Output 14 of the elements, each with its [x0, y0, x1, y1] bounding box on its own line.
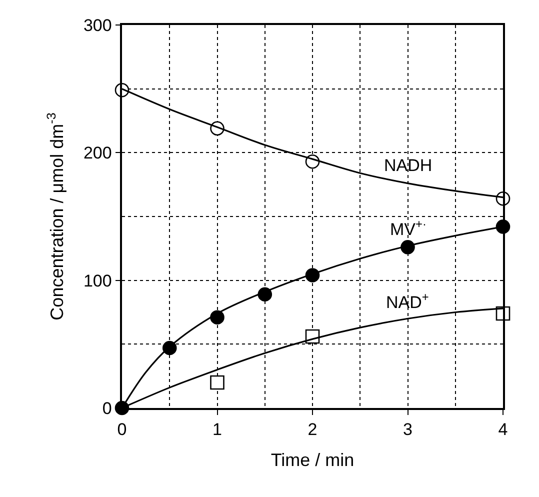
x-tick-label: 0: [117, 420, 127, 440]
y-tick-label: 0: [102, 398, 112, 418]
x-tick-label: 4: [498, 420, 508, 440]
x-tick-label: 3: [403, 420, 412, 440]
series-label: NAD$^{+}$: [386, 290, 429, 312]
point: [210, 375, 224, 390]
y-tick-label: 300: [83, 16, 112, 35]
x-tick-label: 2: [308, 420, 318, 440]
x-axis-title: Time / min: [270, 450, 354, 470]
series-label: MV$^{+·}$: [390, 217, 426, 240]
y-tick-label: 100: [83, 271, 112, 290]
series-label: NADH: [384, 156, 432, 175]
x-tick-label: 1: [212, 420, 222, 440]
y-tick-label: 200: [83, 144, 112, 163]
